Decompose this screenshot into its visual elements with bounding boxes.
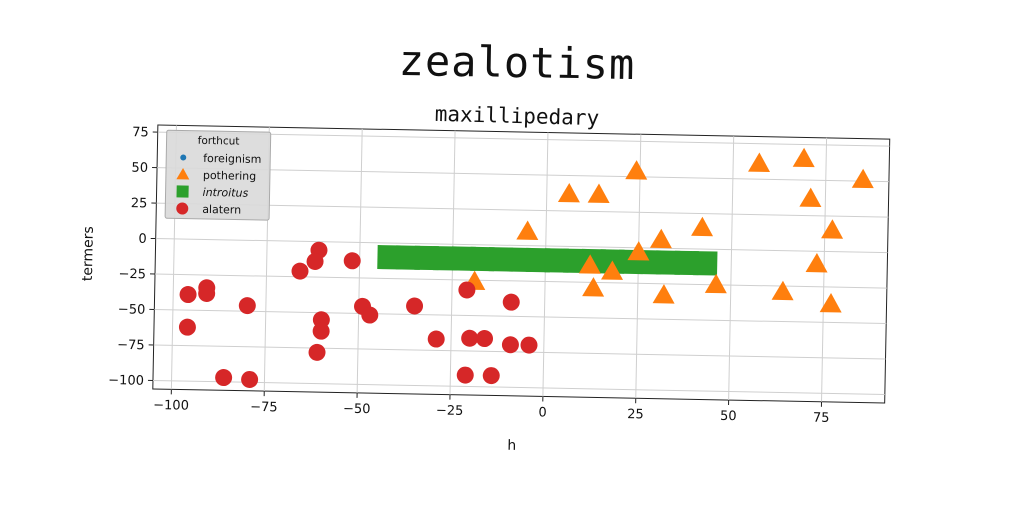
x-tick-label: 25: [627, 407, 644, 422]
x-tick-label: −75: [250, 400, 278, 416]
legend: forthcut foreignism pothering introitus ala…: [165, 130, 271, 220]
legend-title: forthcut: [198, 135, 240, 148]
x-tick-label: 0: [538, 405, 547, 420]
legend-marker-introitus: [176, 185, 188, 197]
y-tick-label: 0: [138, 232, 147, 247]
x-axis-label: h: [507, 438, 516, 454]
x-tick-label: 75: [813, 411, 830, 426]
y-tick-label: −100: [108, 373, 144, 389]
legend-label-introitus: introitus: [202, 186, 248, 200]
y-axis-label: termers: [80, 226, 97, 281]
x-tick-label: −25: [436, 403, 464, 419]
x-tick-label: −50: [343, 402, 371, 418]
y-tick-label: −75: [117, 338, 145, 354]
y-tick-label: 50: [131, 161, 148, 176]
y-tick-label: −50: [118, 302, 146, 318]
x-tick-label: 50: [720, 409, 737, 424]
legend-label-pothering: pothering: [203, 169, 257, 183]
legend-label-foreignism: foreignism: [203, 152, 261, 166]
y-tick-label: 75: [132, 125, 149, 140]
introitus-point: [693, 251, 717, 275]
legend-label-alatern: alatern: [202, 203, 241, 217]
y-tick-label: −25: [118, 267, 146, 283]
y-tick-label: 25: [131, 196, 148, 211]
x-tick-label: −100: [153, 398, 189, 414]
